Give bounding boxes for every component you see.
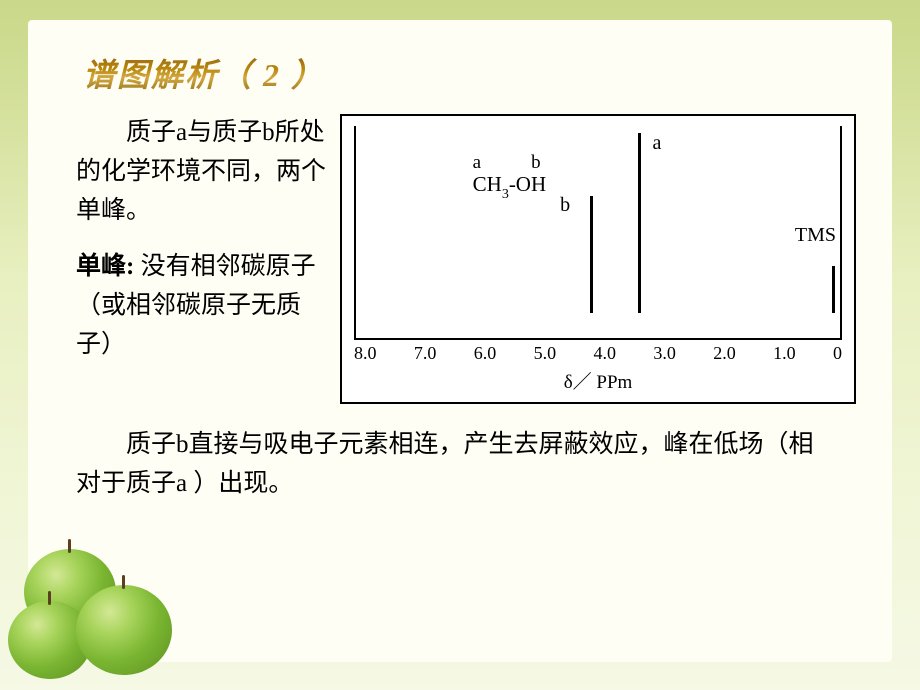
left-text-block: 质子a与质子b所处的化学环境不同，两个单峰。 单峰: 没有相邻碳原子（或相邻碳原… <box>76 114 328 404</box>
main-row: 质子a与质子b所处的化学环境不同，两个单峰。 单峰: 没有相邻碳原子（或相邻碳原… <box>28 96 892 404</box>
apple-decoration <box>6 549 176 684</box>
tick: 2.0 <box>713 343 736 364</box>
nmr-spectrum-chart: a b CH3-OH a b TMS 8.0 7.0 6.0 5.0 4.0 3… <box>340 114 856 404</box>
label-b-top: b <box>531 152 541 174</box>
peak-a <box>638 133 641 313</box>
tick: 6.0 <box>474 343 497 364</box>
tms-label: TMS <box>795 224 836 247</box>
paragraph-1: 质子a与质子b所处的化学环境不同，两个单峰。 <box>76 114 328 230</box>
tick: 5.0 <box>534 343 557 364</box>
slide-title: 谱图解析（ 2 ） <box>28 50 892 96</box>
tick: 7.0 <box>414 343 437 364</box>
molecule-label: a b CH3-OH <box>473 152 547 201</box>
x-axis-label: δ／ PPm <box>342 367 854 394</box>
x-axis-ticks: 8.0 7.0 6.0 5.0 4.0 3.0 2.0 1.0 0 <box>354 343 842 364</box>
peak-tms <box>832 266 835 313</box>
peak-b-label: b <box>560 194 570 217</box>
tick: 4.0 <box>594 343 617 364</box>
bottom-paragraph: 质子b直接与吸电子元素相连，产生去屏蔽效应，峰在低场（相对于质子a ）出现。 <box>28 404 892 504</box>
label-a-top: a <box>473 152 481 174</box>
tick: 0 <box>833 343 842 364</box>
singlet-label: 单峰: <box>76 253 134 280</box>
tick: 8.0 <box>354 343 377 364</box>
peak-a-label: a <box>652 132 661 155</box>
baseline-noise <box>356 308 842 314</box>
tick: 1.0 <box>773 343 796 364</box>
plot-area: a b CH3-OH a b TMS <box>354 126 842 340</box>
peak-b <box>590 196 593 313</box>
tick: 3.0 <box>653 343 676 364</box>
paragraph-2: 单峰: 没有相邻碳原子（或相邻碳原子无质子） <box>76 248 328 364</box>
